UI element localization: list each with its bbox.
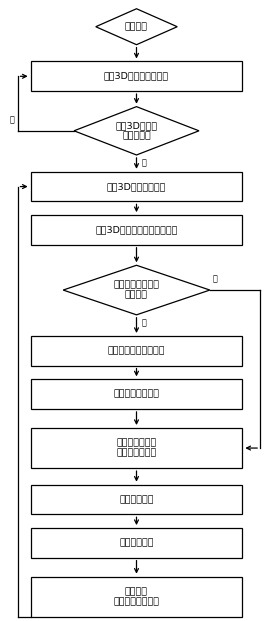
- Text: 输入到图形合成模型中: 输入到图形合成模型中: [108, 347, 165, 355]
- Polygon shape: [74, 107, 199, 155]
- Polygon shape: [63, 265, 210, 315]
- Text: 电极值惠输入到
图形合成算法中: 电极值惠输入到 图形合成算法中: [116, 438, 157, 458]
- Text: 判断姿态位置信息
是否改变: 判断姿态位置信息 是否改变: [114, 280, 159, 300]
- Bar: [31, 61, 242, 91]
- Text: 是: 是: [142, 159, 147, 168]
- Text: 读取3D加速计的值息: 读取3D加速计的值息: [107, 182, 166, 191]
- Text: 获得图像合成算法: 获得图像合成算法: [114, 389, 159, 399]
- Bar: [31, 484, 242, 514]
- Text: 系统上电: 系统上电: [125, 22, 148, 31]
- Text: 获取3D加速计位置信息: 获取3D加速计位置信息: [104, 72, 169, 81]
- Text: 解析3D加速计得姿态位置信息: 解析3D加速计得姿态位置信息: [95, 225, 178, 235]
- Text: 否: 否: [213, 275, 217, 284]
- Bar: [31, 336, 242, 366]
- Text: 终端显示
肺功能的断层影像: 终端显示 肺功能的断层影像: [114, 587, 159, 607]
- Bar: [31, 215, 242, 245]
- Text: 是: 是: [142, 319, 147, 327]
- Bar: [31, 528, 242, 558]
- Bar: [31, 379, 242, 409]
- Bar: [31, 577, 242, 617]
- Polygon shape: [96, 9, 177, 45]
- Text: 形成图像文件: 形成图像文件: [119, 495, 154, 504]
- Text: 判断3D加速计
的当前状态: 判断3D加速计 的当前状态: [115, 121, 158, 140]
- Bar: [31, 172, 242, 201]
- Text: 否: 否: [10, 116, 15, 125]
- Bar: [31, 428, 242, 468]
- Text: 图像文件处理: 图像文件处理: [119, 538, 154, 547]
